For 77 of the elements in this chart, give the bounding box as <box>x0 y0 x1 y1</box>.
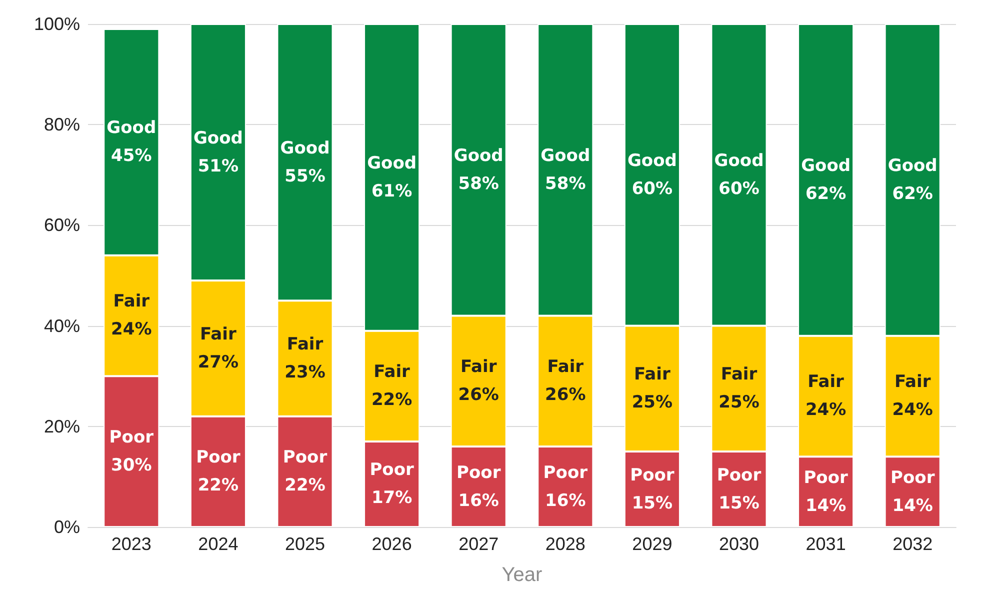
data-label: 14% <box>805 496 846 516</box>
x-tick-label: 2030 <box>718 534 760 554</box>
data-label: 62% <box>892 184 933 204</box>
text: Poor <box>109 428 154 448</box>
text: Poor <box>630 465 674 486</box>
series-label: Poor <box>282 448 328 468</box>
x-tick-label: 2023 <box>111 534 152 554</box>
x-tick-label: 2025 <box>284 534 326 554</box>
text: Poor <box>890 468 935 488</box>
x-tick-label: 2027 <box>458 534 499 554</box>
data-label: 60% <box>718 178 760 199</box>
data-label: 58% <box>458 174 499 194</box>
series-label: Good <box>280 138 330 158</box>
y-tick-label: 80% <box>44 114 80 135</box>
y-tick-label: 100% <box>34 14 80 34</box>
text: Fair <box>374 362 410 382</box>
data-label: 26% <box>458 385 499 406</box>
x-tick-label: 2029 <box>632 534 672 554</box>
data-label: 51% <box>198 156 239 176</box>
data-label: 62% <box>805 184 846 204</box>
text: Poor <box>716 465 762 486</box>
data-label: 16% <box>545 490 586 511</box>
data-label: 25% <box>718 392 760 413</box>
text: Fair <box>720 364 758 385</box>
data-label: 23% <box>284 362 326 382</box>
data-label: 26% <box>545 385 586 406</box>
text: Poor <box>456 462 501 483</box>
data-label: 45% <box>111 146 152 166</box>
data-label: 22% <box>284 476 326 496</box>
data-label: 25% <box>632 392 673 413</box>
x-tick-label: 2026 <box>372 534 412 554</box>
text: Fair <box>547 357 584 378</box>
data-label: 24% <box>805 400 846 420</box>
data-label: 22% <box>371 390 412 410</box>
data-label: 15% <box>718 493 760 514</box>
x-axis-title: Year <box>502 564 543 586</box>
text: Good <box>540 146 590 166</box>
text: Fair <box>113 292 150 312</box>
x-tick-label: 2024 <box>198 534 238 554</box>
data-label: 60% <box>632 178 673 199</box>
text: Good <box>106 118 156 138</box>
text: Fair <box>286 334 324 354</box>
text: Poor <box>543 462 588 483</box>
text: Good <box>801 156 851 176</box>
y-tick-label: 40% <box>44 316 80 336</box>
text: Poor <box>196 448 240 468</box>
text: Fair <box>634 364 670 385</box>
data-label: 15% <box>632 493 673 514</box>
text: Fair <box>460 357 497 378</box>
text: Good <box>714 150 764 171</box>
data-label: 55% <box>284 166 326 186</box>
data-label: 17% <box>371 488 412 508</box>
data-label: 30% <box>111 456 152 476</box>
text: Good <box>888 156 938 176</box>
x-tick-label: 2028 <box>545 534 586 554</box>
data-label: 61% <box>371 181 412 202</box>
data-label: 14% <box>892 496 933 516</box>
data-label: 24% <box>892 400 933 420</box>
data-label: 24% <box>111 320 152 340</box>
data-label: 27% <box>198 352 239 372</box>
x-tick-label: 2032 <box>892 534 933 554</box>
y-tick-label: 0% <box>54 517 80 537</box>
text: Good <box>627 150 677 171</box>
text: Good <box>193 128 243 148</box>
data-label: 16% <box>458 490 499 511</box>
series-label: Fair <box>200 324 237 344</box>
data-label: 22% <box>198 476 239 496</box>
text: Poor <box>370 460 414 480</box>
data-label: 58% <box>545 174 586 194</box>
text: Good <box>454 146 504 166</box>
text: Poor <box>804 468 848 488</box>
text: Fair <box>894 372 931 392</box>
y-tick-label: 60% <box>44 215 80 236</box>
text: Good <box>367 153 417 174</box>
y-tick-label: 20% <box>44 416 80 436</box>
text: Fair <box>808 372 844 392</box>
x-tick-label: 2031 <box>806 534 846 554</box>
